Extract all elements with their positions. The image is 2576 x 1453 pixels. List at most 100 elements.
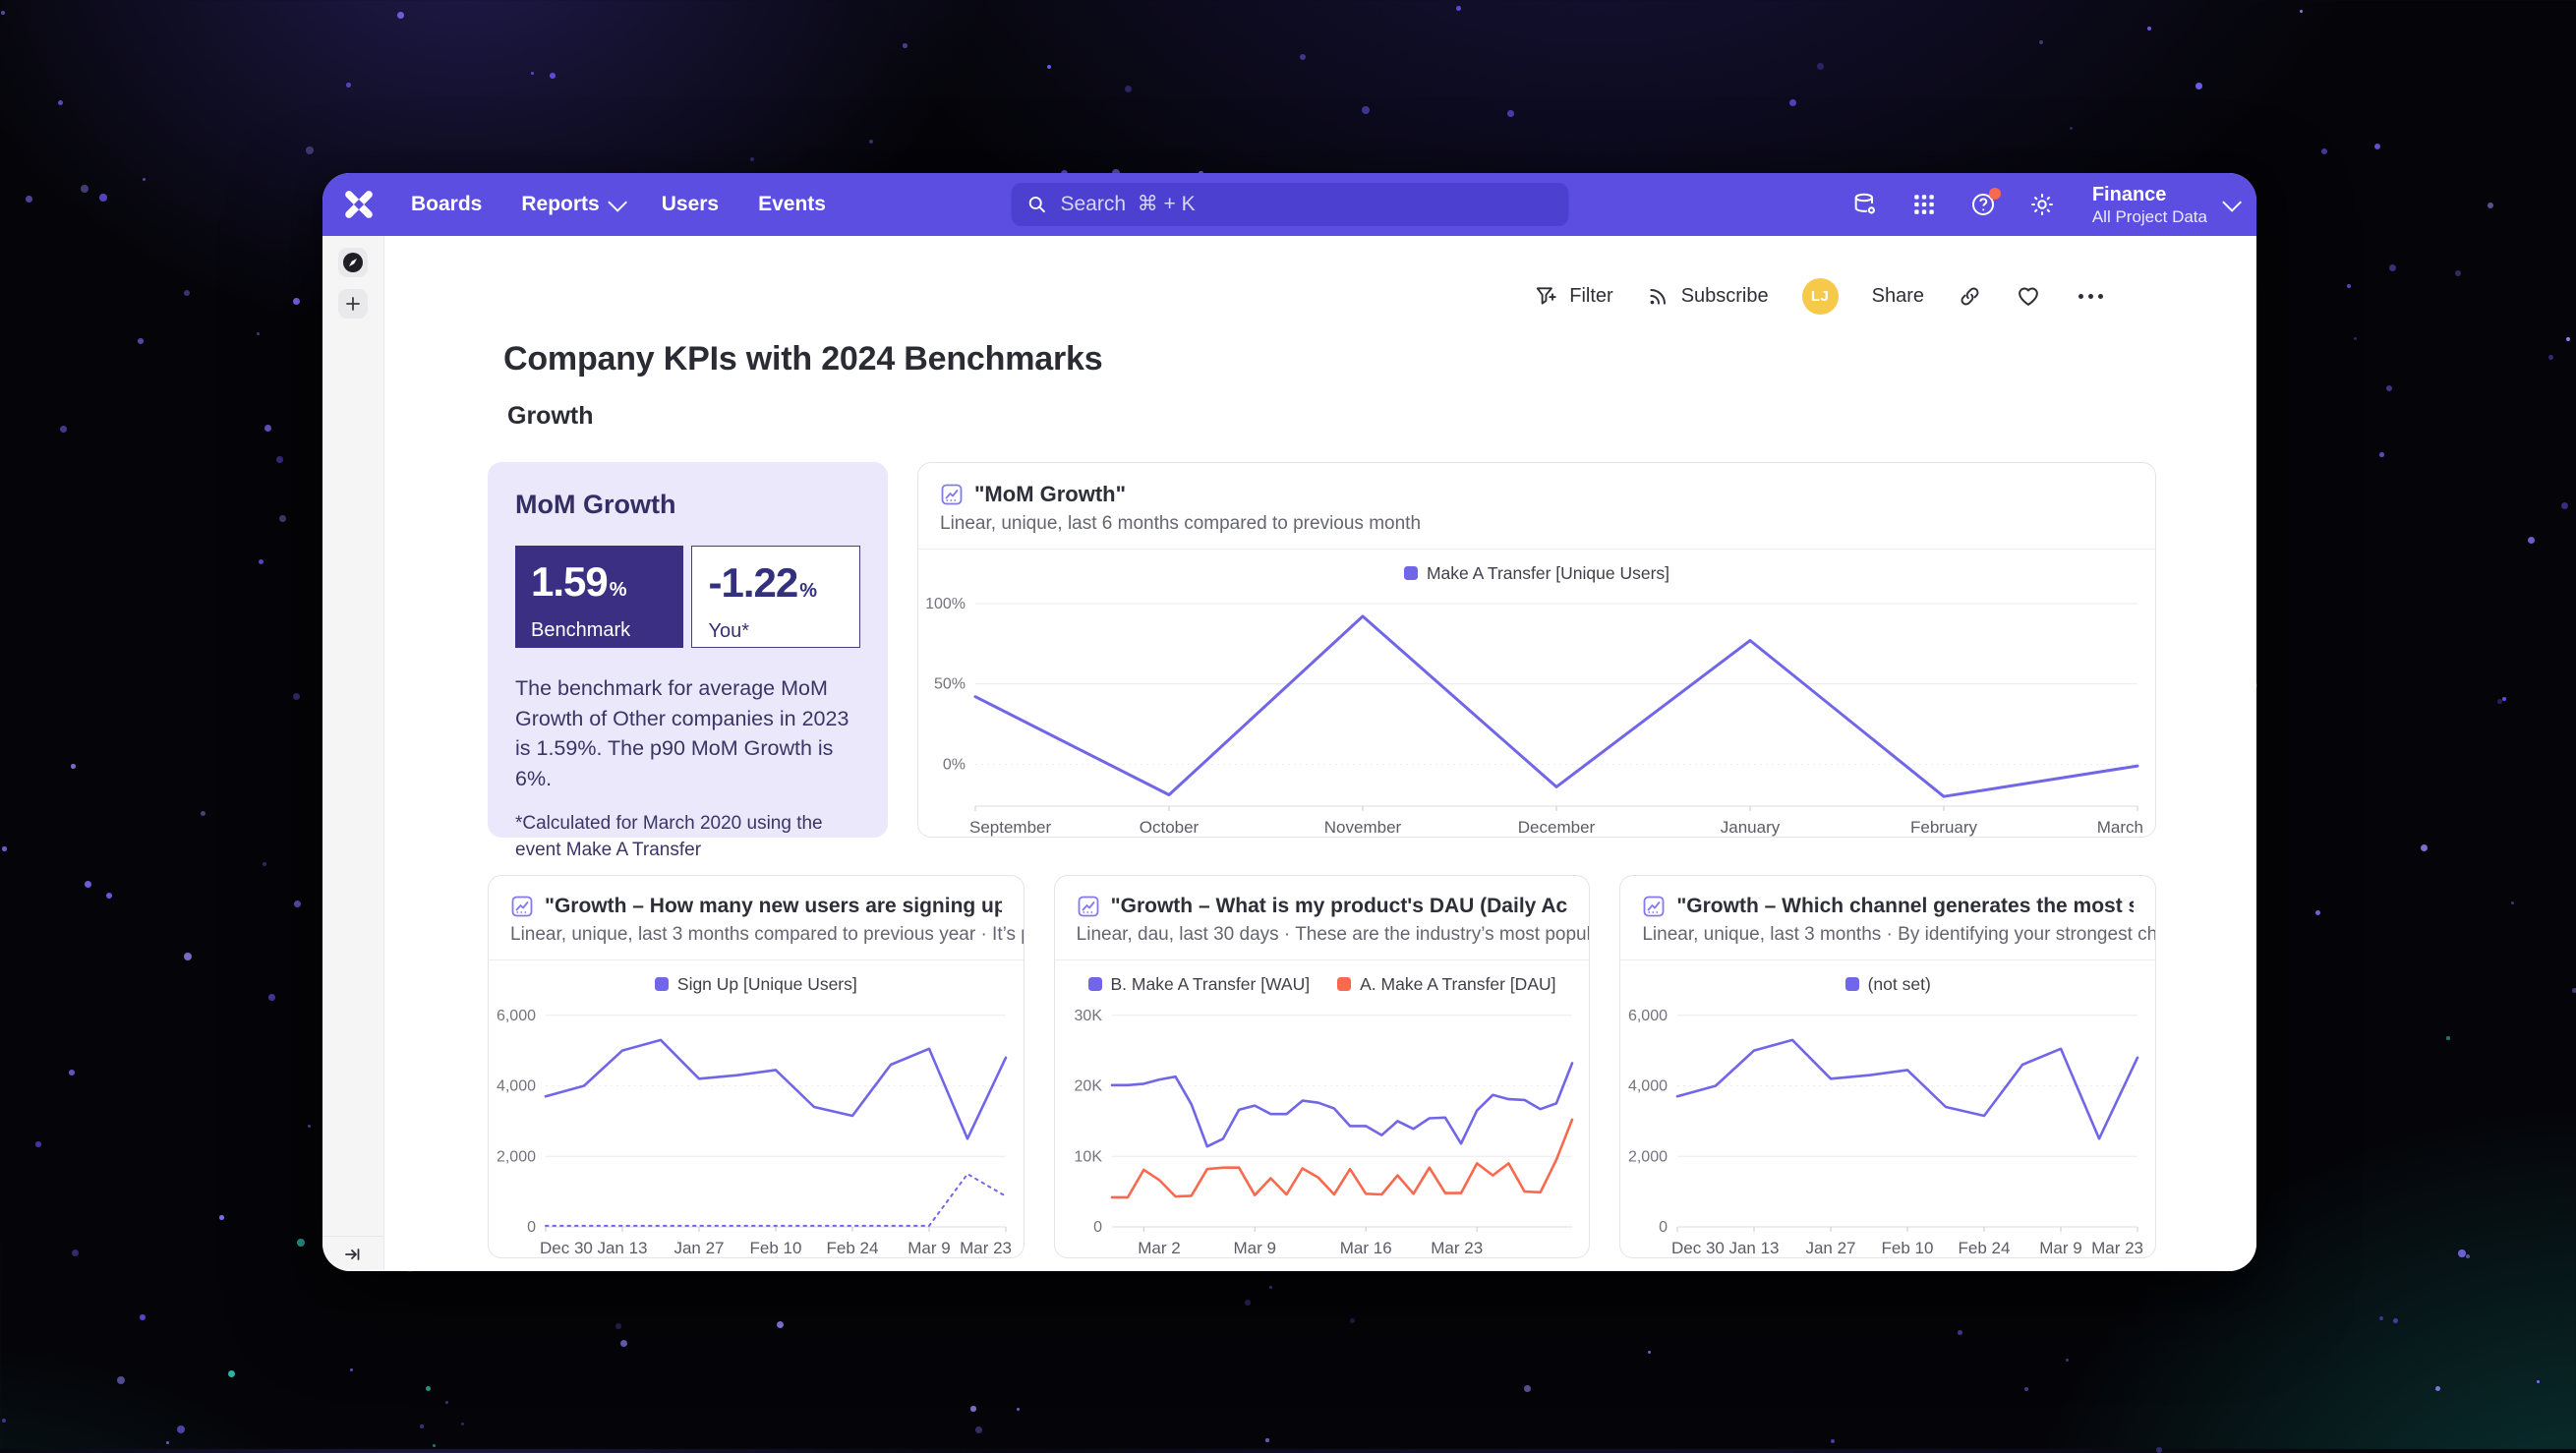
svg-text:30K: 30K [1074, 1008, 1102, 1024]
arrow-to-bar-icon [345, 1248, 360, 1260]
link-icon [1961, 287, 1979, 305]
svg-text:November: November [1324, 818, 1402, 837]
avatar[interactable]: LJ [1801, 277, 1839, 315]
project-switcher[interactable]: Finance All Project Data [2091, 183, 2243, 227]
nav-item-users[interactable]: Users [661, 193, 720, 215]
channels-chart[interactable]: 6,000 4,000 2,000 0 Dec 30 Jan 13 Jan 27 Feb 10… [1620, 995, 2155, 1271]
project-name: Finance [2091, 183, 2167, 205]
you-stat: -1.22% You* [691, 546, 860, 648]
divider [918, 549, 2155, 550]
svg-text:Mar 9: Mar 9 [907, 1239, 950, 1257]
svg-text:0%: 0% [943, 756, 966, 773]
legend-item[interactable]: Sign Up [Unique Users] [654, 974, 857, 995]
svg-text:4,000: 4,000 [497, 1078, 536, 1095]
chart-legend: (not set) [1620, 973, 2155, 995]
svg-text:2,000: 2,000 [1628, 1148, 1668, 1165]
chart-card-mom-growth: "MoM Growth" Linear, unique, last 6 mont… [917, 462, 2156, 838]
search-bar[interactable] [1011, 183, 1568, 226]
dau-chart[interactable]: 30K 20K 10K 0 Mar 2 Mar 9 Mar 16 Mar 23 [1055, 995, 1590, 1271]
search-input[interactable] [1058, 192, 1552, 217]
svg-text:Dec 30: Dec 30 [1671, 1239, 1725, 1257]
svg-text:100%: 100% [925, 596, 966, 612]
legend-item[interactable]: B. Make A Transfer [WAU] [1087, 974, 1310, 995]
filter-button[interactable]: Filter [1535, 284, 1613, 308]
chart-title: "Growth – How many new users are signing… [545, 895, 1002, 917]
left-rail [322, 236, 384, 1271]
data-management-icon[interactable] [1850, 190, 1880, 219]
plus-icon [346, 297, 360, 311]
svg-text:October: October [1140, 818, 1200, 837]
share-button[interactable]: Share [1872, 285, 1924, 308]
apps-grid-icon[interactable] [1909, 190, 1939, 219]
board-toolbar: Filter Subscribe LJ Share [488, 277, 2107, 315]
nav-item-reports[interactable]: Reports [521, 192, 627, 216]
benchmark-card-title: MoM Growth [515, 490, 676, 519]
chart-title: "Growth – What is my product's DAU (Dail… [1110, 895, 1568, 917]
line-chart-icon [1642, 895, 1666, 918]
favorite-button[interactable] [2016, 283, 2041, 309]
nav-item-events[interactable]: Events [758, 193, 826, 215]
svg-text:0: 0 [1093, 1219, 1102, 1236]
svg-text:Mar 23: Mar 23 [2091, 1239, 2143, 1257]
nav-item-reports-label: Reports [521, 193, 600, 215]
search-icon [1028, 197, 1045, 213]
benchmark-suffix: % [609, 579, 627, 601]
legend-item[interactable]: Make A Transfer [Unique Users] [1403, 563, 1669, 584]
benchmark-description: The benchmark for average MoM Growth of … [515, 676, 849, 790]
line-chart-icon [940, 483, 964, 506]
svg-text:10K: 10K [1074, 1148, 1102, 1165]
legend-item[interactable]: (not set) [1844, 974, 1931, 995]
app-window: Boards Reports Users Events [322, 173, 2256, 1271]
copy-link-button[interactable] [1958, 284, 1982, 309]
expand-sidebar-button[interactable] [322, 1236, 383, 1271]
subscribe-label: Subscribe [1680, 284, 1769, 307]
svg-text:0: 0 [527, 1219, 536, 1236]
svg-text:March: March [2097, 818, 2143, 837]
svg-text:20K: 20K [1074, 1078, 1102, 1095]
benchmark-label: Benchmark [531, 619, 631, 641]
you-suffix: % [799, 580, 817, 602]
svg-text:50%: 50% [934, 676, 966, 693]
subscribe-button[interactable]: Subscribe [1647, 284, 1769, 308]
page-title: Company KPIs with 2024 Benchmarks [503, 340, 1103, 378]
svg-text:Mar 2: Mar 2 [1138, 1239, 1180, 1257]
you-label: You* [708, 620, 750, 642]
add-board-button[interactable] [338, 289, 368, 319]
chart-subtitle: Linear, dau, last 30 days · These are th… [1076, 924, 1590, 945]
svg-text:Feb 24: Feb 24 [1959, 1239, 2011, 1257]
svg-text:September: September [969, 818, 1051, 837]
line-chart-icon [510, 895, 534, 918]
chart-title: "Growth – Which channel generates the mo… [1676, 895, 2134, 917]
rss-icon [1650, 289, 1666, 305]
signups-chart[interactable]: 6,000 4,000 2,000 0 Dec 30 Jan 13 Jan 27 Feb 10… [489, 995, 1024, 1271]
you-value: -1.22 [708, 559, 798, 606]
benchmark-value: 1.59 [531, 558, 609, 605]
chevron-down-icon [607, 192, 627, 212]
chart-title: "MoM Growth" [974, 482, 1127, 506]
nav-right: Finance All Project Data [1850, 183, 2243, 227]
mixpanel-logo-icon[interactable] [342, 188, 376, 221]
funnel-icon [1537, 287, 1556, 305]
line-chart-icon [1077, 895, 1100, 918]
share-label: Share [1871, 284, 1924, 307]
divider [1054, 959, 1590, 960]
svg-text:Feb 10: Feb 10 [750, 1239, 802, 1257]
chart-subtitle: Linear, unique, last 6 months compared t… [940, 513, 1422, 534]
chart-card-dau: "Growth – What is my product's DAU (Dail… [1053, 875, 1591, 1258]
benchmark-card[interactable]: MoM Growth 1.59% Benchmark -1.22% You* T… [488, 462, 888, 860]
nav-item-boards[interactable]: Boards [411, 193, 483, 215]
boards-explore-button[interactable] [338, 248, 368, 277]
settings-gear-icon[interactable] [2027, 190, 2057, 219]
chart-legend: Sign Up [Unique Users] [489, 973, 1024, 995]
help-icon[interactable] [1968, 188, 2001, 219]
filter-label: Filter [1569, 284, 1613, 307]
svg-text:Jan 27: Jan 27 [673, 1239, 724, 1257]
benchmark-footnote: *Calculated for March 2020 using the eve… [515, 813, 823, 860]
legend-item[interactable]: A. Make A Transfer [DAU] [1337, 974, 1556, 995]
chevron-down-icon [2222, 192, 2243, 212]
more-menu-button[interactable] [2075, 290, 2107, 303]
svg-text:Mar 9: Mar 9 [1233, 1239, 1275, 1257]
mom-growth-chart[interactable]: 100% 50% 0% September October November Decembe… [918, 584, 2155, 852]
chart-legend: Make A Transfer [Unique Users] [918, 562, 2155, 584]
svg-text:December: December [1518, 818, 1596, 837]
